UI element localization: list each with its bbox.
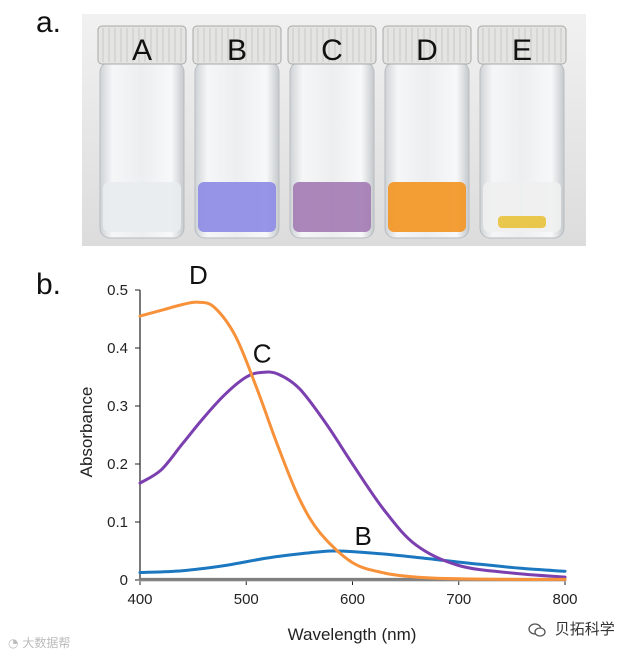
y-tick-label: 0: [120, 572, 128, 589]
vial-label-d: D: [416, 34, 438, 67]
panel-label-b: b.: [36, 268, 62, 301]
vial-label-e: E: [512, 34, 532, 67]
vial-a: A: [97, 25, 187, 239]
x-tick-label: 400: [127, 591, 152, 608]
vial-d: D: [382, 25, 472, 239]
y-tick-label: 0.2: [107, 456, 128, 473]
y-axis-title: Absorbance: [77, 387, 96, 478]
curve-label-c: C: [253, 339, 272, 369]
curve-label-b: B: [354, 521, 371, 551]
y-tick-label: 0.4: [107, 340, 128, 357]
vial-label-b: B: [227, 34, 247, 67]
watermark-right: 贝拓科学: [528, 618, 615, 639]
series-line-b: [138, 549, 567, 574]
chart-axes: 400 500 600 700 800 0 0.1 0.2 0.3 0.4 0.5: [107, 282, 577, 608]
y-tick-label: 0.3: [107, 398, 128, 415]
chart-annotations: D C B: [189, 262, 372, 551]
vial-label-c: C: [321, 34, 343, 67]
watermark-left-text: 大数据帮: [22, 636, 71, 650]
panel-label-a: a.: [36, 6, 62, 39]
x-axis-title: Wavelength (nm): [288, 625, 417, 644]
vial-label-a: A: [132, 34, 152, 67]
watermark-right-text: 贝拓科学: [554, 620, 615, 638]
y-tick-label: 0.5: [107, 282, 128, 299]
absorbance-chart: 400 500 600 700 800 0 0.1 0.2 0.3 0.4 0.5 D C B Wave…: [77, 262, 578, 644]
series-line-d: [138, 300, 567, 581]
y-tick-label: 0.1: [107, 514, 128, 531]
x-tick-label: 600: [340, 591, 365, 608]
x-tick-label: 700: [446, 591, 471, 608]
watermark-left: ◔ 大数据帮: [8, 634, 70, 651]
vial-c: C: [287, 25, 377, 239]
wechat-icon: [528, 622, 546, 637]
vials-photo: A B C D E: [82, 14, 586, 246]
chart-series: [138, 300, 567, 582]
vial-e: E: [477, 25, 567, 239]
vial-b: B: [192, 25, 282, 239]
curve-label-d: D: [189, 262, 208, 290]
x-tick-label: 500: [234, 591, 259, 608]
watermark-logo-icon: ◔: [8, 636, 19, 650]
x-tick-label: 800: [552, 591, 577, 608]
series-line-c: [138, 370, 567, 579]
